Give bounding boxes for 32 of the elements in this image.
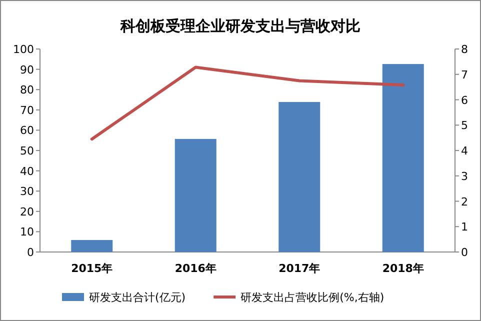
- y-tick-label: 100: [13, 43, 34, 56]
- bar: [174, 138, 216, 252]
- y-tick-label: 30: [20, 185, 34, 198]
- y2-tick-label: 7: [461, 68, 468, 82]
- y-tick-label: 20: [20, 205, 34, 218]
- line-series: [90, 66, 405, 141]
- y2-tick-label: 4: [461, 144, 468, 158]
- bar: [71, 240, 113, 252]
- x-tick-label: 2015年: [71, 262, 113, 275]
- y2-tick-label: 6: [461, 94, 468, 107]
- y2-tick-label: 5: [461, 119, 468, 132]
- y-tick-label: 0: [27, 246, 34, 259]
- y-tick-label: 40: [20, 164, 34, 178]
- y2-tick-label: 2: [461, 195, 468, 208]
- legend-label: 研发支出占营收比例(%,右轴): [240, 291, 384, 304]
- y2-tick-label: 8: [461, 43, 468, 56]
- x-tick-label: 2016年: [174, 262, 216, 275]
- y-tick-label: 80: [20, 84, 34, 97]
- bar: [382, 64, 424, 252]
- y2-tick-label: 0: [461, 246, 468, 259]
- y-tick-label: 10: [20, 226, 34, 239]
- x-tick-label: 2018年: [382, 262, 424, 275]
- y-tick-label: 70: [20, 104, 34, 117]
- legend-label: 研发支出合计(亿元): [89, 291, 186, 304]
- bar: [278, 102, 320, 252]
- y-tick-label: 60: [20, 124, 34, 138]
- y2-tick-label: 1: [461, 220, 468, 234]
- x-tick-label: 2017年: [278, 262, 320, 275]
- y-tick-label: 50: [20, 144, 34, 158]
- y-tick-label: 90: [20, 63, 34, 76]
- chart-title: 科创板受理企业研发支出与营收对比: [120, 17, 360, 35]
- y2-tick-label: 3: [461, 170, 468, 183]
